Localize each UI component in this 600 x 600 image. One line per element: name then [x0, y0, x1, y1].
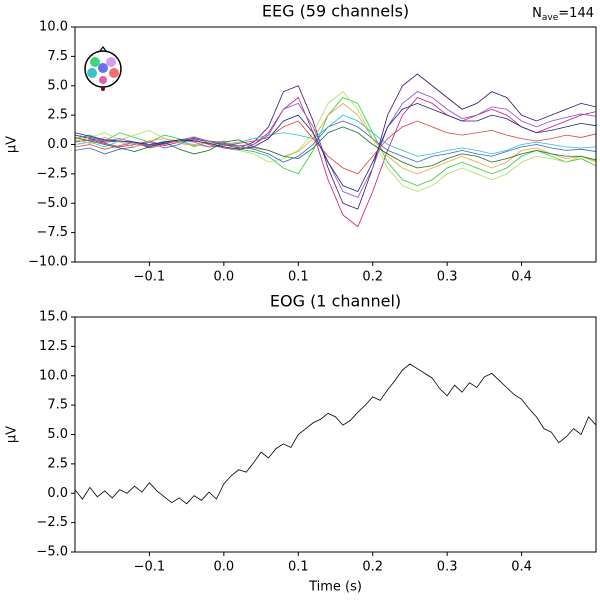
- y-tick-label: 0.0: [47, 137, 68, 152]
- y-tick-label: 2.5: [47, 456, 68, 471]
- y-tick-label: −2.5: [36, 166, 68, 181]
- y-tick-label: −2.5: [36, 515, 68, 530]
- y-axis-label: µV: [5, 136, 20, 153]
- signal-line: [75, 363, 596, 505]
- y-tick-label: 10.0: [39, 368, 68, 383]
- y-tick-label: 5.0: [47, 78, 68, 93]
- y-tick-label: 7.5: [47, 49, 68, 64]
- signal-line: [75, 91, 596, 192]
- y-tick-label: 0.0: [47, 486, 68, 501]
- x-tick-label: 0.1: [288, 560, 309, 575]
- signal-line: [75, 91, 596, 198]
- y-tick-label: −5.0: [36, 196, 68, 211]
- chart-title: EOG (1 channel): [270, 292, 401, 311]
- x-axis-label: Time (s): [308, 580, 362, 595]
- signal-line: [75, 102, 596, 193]
- x-tick-label: 0.4: [511, 560, 532, 575]
- y-tick-label: −5.0: [36, 545, 68, 560]
- y-tick-label: 2.5: [47, 108, 68, 123]
- signal-line: [75, 102, 596, 175]
- x-tick-label: 0.0: [214, 270, 235, 285]
- y-tick-label: 12.5: [39, 339, 68, 354]
- x-tick-label: −0.1: [134, 560, 166, 575]
- nave-base: N: [532, 6, 542, 21]
- nave-annotation: Nave=144: [532, 6, 594, 23]
- x-tick-label: −0.1: [134, 270, 166, 285]
- x-tick-label: 0.2: [362, 270, 383, 285]
- x-tick-label: 0.2: [362, 560, 383, 575]
- x-tick-label: 0.0: [214, 560, 235, 575]
- x-tick-label: 0.1: [288, 270, 309, 285]
- y-tick-label: 10.0: [39, 20, 68, 35]
- y-tick-label: 15.0: [39, 310, 68, 325]
- signal-line: [75, 120, 596, 163]
- signal-line: [75, 114, 596, 157]
- signal-line: [75, 73, 596, 210]
- signal-line: [75, 120, 596, 175]
- y-tick-label: −10.0: [28, 255, 68, 270]
- y-tick-label: 5.0: [47, 427, 68, 442]
- x-tick-label: 0.4: [511, 270, 532, 285]
- x-tick-label: 0.3: [437, 270, 458, 285]
- y-tick-label: 7.5: [47, 398, 68, 413]
- y-axis-label: µV: [5, 426, 20, 443]
- chart-title: EEG (59 channels): [262, 2, 409, 21]
- nave-text: =144: [558, 6, 594, 21]
- axes-frame: [74, 316, 597, 553]
- head-icon: [84, 46, 122, 91]
- nave-sub: ave: [542, 13, 559, 23]
- y-tick-label: −7.5: [36, 225, 68, 240]
- x-tick-label: 0.3: [437, 560, 458, 575]
- signal-line: [75, 97, 596, 187]
